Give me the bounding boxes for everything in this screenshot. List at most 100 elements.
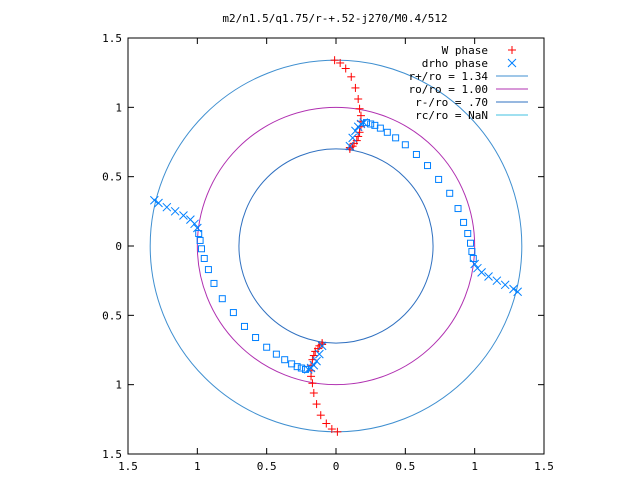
marker-d2 bbox=[190, 219, 199, 229]
marker-d2 bbox=[192, 223, 202, 233]
marker-d2 bbox=[179, 211, 188, 220]
data-point bbox=[308, 379, 317, 388]
marker-d2 bbox=[345, 141, 355, 151]
marker-d2 bbox=[351, 126, 360, 136]
data-point bbox=[301, 365, 309, 373]
x-tick-label: 1.5 bbox=[534, 460, 554, 473]
data-point bbox=[179, 211, 188, 220]
data-point bbox=[162, 202, 172, 212]
x-tick-label: 1 bbox=[194, 460, 201, 473]
marker-d2 bbox=[170, 206, 180, 216]
chart-title: m2/n1.5/q1.75/r-+.52-j270/M0.4/512 bbox=[222, 12, 447, 25]
x-tick-label: 0.5 bbox=[257, 460, 277, 473]
data-point bbox=[484, 272, 493, 281]
marker-d2 bbox=[315, 349, 324, 359]
data-point bbox=[367, 120, 375, 128]
data-point bbox=[446, 189, 454, 197]
data-point bbox=[468, 248, 476, 256]
marker-d2 bbox=[348, 133, 357, 143]
y-tick-label: 1 bbox=[115, 379, 122, 392]
data-point bbox=[196, 236, 204, 244]
radius-circle bbox=[238, 148, 434, 344]
y-tick-label: 0.5 bbox=[102, 309, 122, 322]
data-point bbox=[192, 223, 202, 233]
data-point bbox=[252, 334, 260, 342]
data-point bbox=[149, 195, 159, 205]
data-point bbox=[464, 230, 472, 238]
marker-d2 bbox=[513, 287, 523, 297]
marker-d2 bbox=[484, 272, 493, 281]
marker-d2 bbox=[162, 202, 172, 212]
x-tick-label: 1.5 bbox=[118, 460, 138, 473]
data-point bbox=[204, 266, 212, 274]
data-point bbox=[240, 322, 248, 330]
x-tick-label: 0 bbox=[333, 460, 340, 473]
data-point bbox=[154, 198, 163, 208]
data-point bbox=[333, 427, 342, 436]
data-point bbox=[467, 239, 475, 247]
data-point bbox=[297, 364, 305, 372]
data-point bbox=[351, 83, 360, 92]
data-point bbox=[316, 411, 325, 420]
data-point bbox=[170, 206, 180, 216]
marker-d2 bbox=[507, 58, 517, 68]
data-point bbox=[454, 205, 462, 213]
data-point bbox=[200, 254, 208, 262]
data-point bbox=[272, 350, 280, 358]
marker-d2 bbox=[500, 280, 510, 290]
data-point bbox=[186, 215, 195, 225]
y-tick-label: 0 bbox=[115, 240, 122, 253]
data-point bbox=[435, 175, 443, 183]
data-point bbox=[288, 360, 296, 368]
axis-ticks: 1.5 1 0.5 0 0.5 1 1.51.510.500.511.5 bbox=[102, 32, 554, 473]
data-point bbox=[477, 267, 486, 277]
data-point bbox=[195, 230, 203, 238]
data-point bbox=[363, 119, 371, 127]
data-point bbox=[263, 343, 271, 351]
data-point bbox=[492, 276, 502, 286]
data-point bbox=[317, 341, 327, 351]
data-point bbox=[412, 150, 420, 158]
marker-d2 bbox=[470, 259, 480, 269]
series-w-phase bbox=[307, 56, 365, 436]
data-point bbox=[355, 104, 364, 113]
data-point bbox=[312, 356, 321, 366]
data-point bbox=[354, 95, 363, 104]
legend-label: ro/ro = 1.00 bbox=[409, 83, 488, 96]
data-point bbox=[513, 287, 523, 297]
data-point bbox=[509, 284, 518, 294]
legend-sample bbox=[508, 46, 516, 54]
marker-d2 bbox=[473, 263, 482, 273]
legend-label: r-/ro = .70 bbox=[415, 96, 488, 109]
marker-d2 bbox=[149, 195, 159, 205]
data-point bbox=[460, 218, 468, 226]
data-point bbox=[281, 356, 289, 364]
data-point bbox=[424, 162, 432, 170]
marker-d2 bbox=[154, 198, 163, 208]
marker-d2 bbox=[186, 215, 195, 225]
data-point bbox=[500, 280, 510, 290]
y-tick-label: 1.5 bbox=[102, 448, 122, 461]
data-point bbox=[469, 254, 477, 262]
data-point bbox=[341, 64, 350, 73]
data-point bbox=[383, 128, 391, 136]
legend-label: r+/ro = 1.34 bbox=[409, 70, 489, 83]
marker-d2 bbox=[509, 284, 518, 294]
x-tick-label: 1 bbox=[471, 460, 478, 473]
data-point bbox=[312, 400, 321, 409]
data-point bbox=[322, 419, 331, 428]
data-point bbox=[351, 126, 360, 136]
radius-circle bbox=[196, 106, 476, 386]
data-point bbox=[376, 124, 384, 132]
marker-d2 bbox=[477, 267, 486, 277]
legend-label: rc/ro = NaN bbox=[415, 109, 488, 122]
data-point bbox=[347, 72, 356, 81]
data-point bbox=[470, 259, 480, 269]
data-point bbox=[309, 388, 318, 397]
data-point bbox=[392, 134, 400, 142]
data-series bbox=[149, 56, 523, 436]
x-tick-label: 0.5 bbox=[395, 460, 415, 473]
legend-sample bbox=[507, 58, 517, 68]
